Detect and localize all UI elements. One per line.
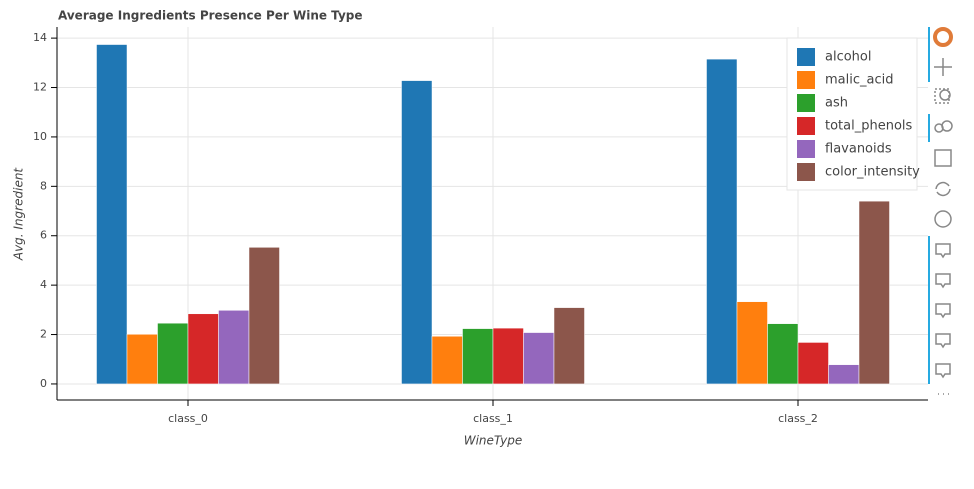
bar <box>797 342 829 385</box>
bar <box>401 80 433 385</box>
y-tick-label: 10 <box>33 130 47 143</box>
reset-tool[interactable] <box>935 181 951 197</box>
hover-tool[interactable] <box>935 333 951 349</box>
bar <box>736 301 768 385</box>
bar <box>218 310 250 385</box>
legend-swatch <box>797 71 815 89</box>
y-tick-label: 12 <box>33 81 47 94</box>
legend-swatch <box>797 48 815 66</box>
x-tick-label: class_1 <box>473 412 513 425</box>
y-tick-label: 4 <box>40 278 47 291</box>
box-zoom-tool[interactable] <box>934 88 951 104</box>
hover-tool[interactable] <box>935 243 951 259</box>
help-tool[interactable] <box>934 210 952 228</box>
bar <box>858 200 890 385</box>
wheel-zoom-tool[interactable] <box>934 120 953 133</box>
legend-label: malic_acid <box>825 73 893 88</box>
hover-tool[interactable] <box>935 303 951 319</box>
legend-label: color_intensity <box>825 165 920 180</box>
toolbar <box>928 27 953 395</box>
bar <box>187 313 219 385</box>
legend-swatch <box>797 163 815 181</box>
plot-area <box>57 27 928 400</box>
bar <box>431 336 463 385</box>
legend-label: flavanoids <box>825 142 892 157</box>
hover-tool[interactable] <box>935 273 951 289</box>
y-tick-label: 2 <box>40 328 47 341</box>
bar <box>126 334 158 385</box>
legend-swatch <box>797 140 815 158</box>
legend-label: total_phenols <box>825 119 913 134</box>
pan-tool[interactable] <box>934 58 952 76</box>
x-tick-label: class_0 <box>168 412 208 425</box>
y-tick-label: 0 <box>40 377 47 390</box>
y-tick-label: 6 <box>40 229 47 242</box>
bar <box>492 327 524 385</box>
chart-title: Average Ingredients Presence Per Wine Ty… <box>58 9 363 23</box>
x-axis-label: WineType <box>464 434 523 448</box>
save-tool[interactable] <box>934 149 952 167</box>
bar <box>767 323 799 385</box>
legend-swatch <box>797 94 815 112</box>
bar <box>248 247 280 385</box>
bar <box>157 322 189 385</box>
bar <box>96 44 128 385</box>
y-axis-label: Avg. Ingredient <box>12 167 26 262</box>
bar <box>523 332 555 385</box>
bar <box>462 328 494 385</box>
bokeh-logo[interactable] <box>933 27 953 47</box>
legend-label: ash <box>825 96 848 111</box>
bar <box>553 307 585 385</box>
y-tick-label: 8 <box>40 179 47 192</box>
legend-label: alcohol <box>825 50 871 65</box>
x-tick-label: class_2 <box>778 412 818 425</box>
hover-tool[interactable] <box>935 363 951 379</box>
bar <box>828 364 860 385</box>
y-tick-label: 14 <box>33 31 47 44</box>
bar <box>706 58 738 385</box>
legend-swatch <box>797 117 815 135</box>
